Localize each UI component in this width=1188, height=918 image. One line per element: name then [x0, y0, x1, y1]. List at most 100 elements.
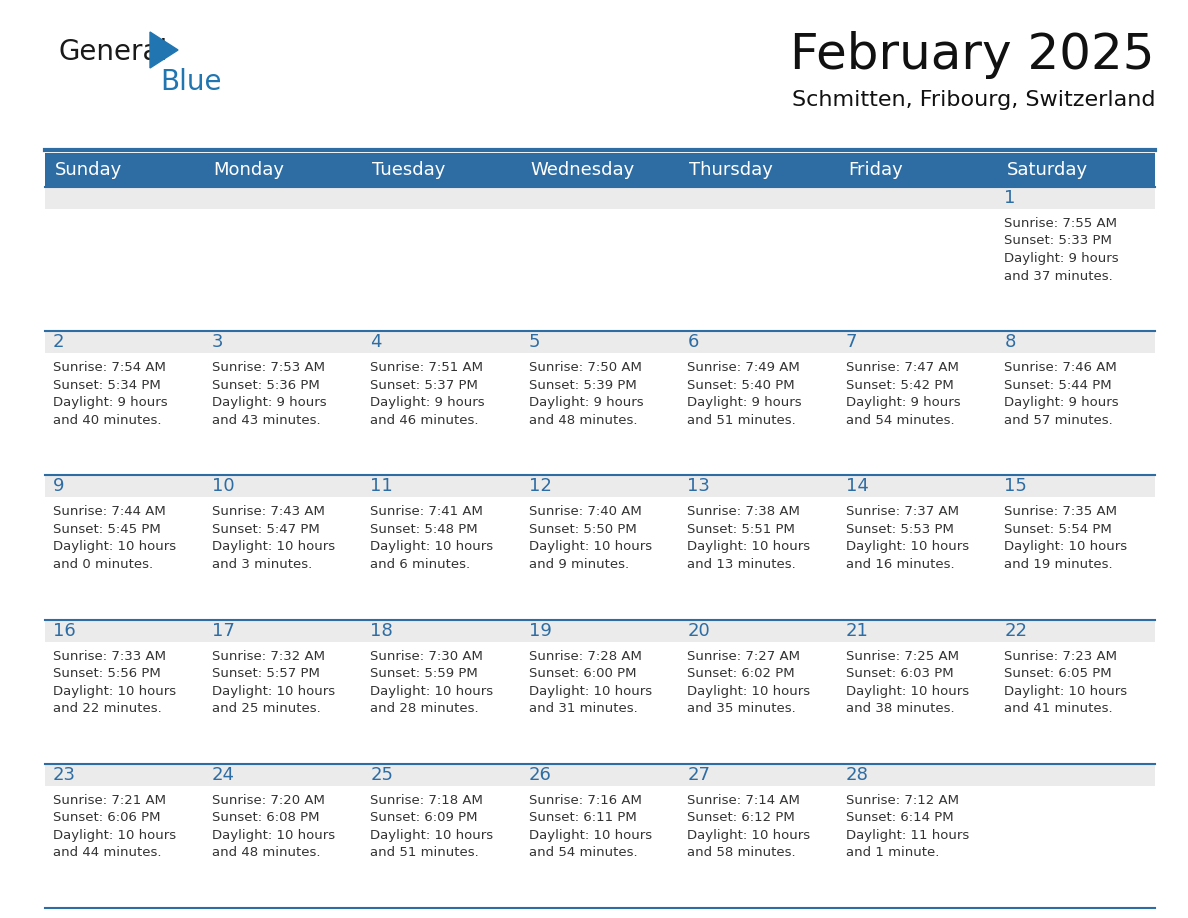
- Bar: [838, 620, 997, 642]
- Bar: [203, 353, 362, 476]
- Text: Sunrise: 7:20 AM
Sunset: 6:08 PM
Daylight: 10 hours
and 48 minutes.: Sunrise: 7:20 AM Sunset: 6:08 PM Dayligh…: [211, 794, 335, 859]
- Text: Sunrise: 7:51 AM
Sunset: 5:37 PM
Daylight: 9 hours
and 46 minutes.: Sunrise: 7:51 AM Sunset: 5:37 PM Dayligh…: [371, 361, 485, 427]
- Text: Sunrise: 7:49 AM
Sunset: 5:40 PM
Daylight: 9 hours
and 51 minutes.: Sunrise: 7:49 AM Sunset: 5:40 PM Dayligh…: [688, 361, 802, 427]
- Bar: [203, 187, 362, 209]
- Text: Sunrise: 7:55 AM
Sunset: 5:33 PM
Daylight: 9 hours
and 37 minutes.: Sunrise: 7:55 AM Sunset: 5:33 PM Dayligh…: [1004, 217, 1119, 283]
- Bar: [997, 642, 1155, 764]
- Text: Sunrise: 7:33 AM
Sunset: 5:56 PM
Daylight: 10 hours
and 22 minutes.: Sunrise: 7:33 AM Sunset: 5:56 PM Dayligh…: [53, 650, 176, 715]
- Bar: [520, 786, 680, 908]
- Text: 26: 26: [529, 766, 551, 784]
- Bar: [45, 498, 203, 620]
- Bar: [362, 331, 520, 353]
- Bar: [680, 620, 838, 642]
- Text: Sunrise: 7:44 AM
Sunset: 5:45 PM
Daylight: 10 hours
and 0 minutes.: Sunrise: 7:44 AM Sunset: 5:45 PM Dayligh…: [53, 506, 176, 571]
- Text: 6: 6: [688, 333, 699, 352]
- Bar: [680, 642, 838, 764]
- Bar: [838, 209, 997, 331]
- Bar: [520, 331, 680, 353]
- Text: Sunrise: 7:47 AM
Sunset: 5:42 PM
Daylight: 9 hours
and 54 minutes.: Sunrise: 7:47 AM Sunset: 5:42 PM Dayligh…: [846, 361, 960, 427]
- Text: Saturday: Saturday: [1006, 161, 1087, 179]
- Text: Sunrise: 7:40 AM
Sunset: 5:50 PM
Daylight: 10 hours
and 9 minutes.: Sunrise: 7:40 AM Sunset: 5:50 PM Dayligh…: [529, 506, 652, 571]
- Bar: [680, 353, 838, 476]
- Bar: [362, 209, 520, 331]
- Text: 4: 4: [371, 333, 381, 352]
- Bar: [203, 209, 362, 331]
- Text: Friday: Friday: [848, 161, 903, 179]
- Text: 11: 11: [371, 477, 393, 496]
- Polygon shape: [150, 32, 178, 68]
- Text: Sunrise: 7:23 AM
Sunset: 6:05 PM
Daylight: 10 hours
and 41 minutes.: Sunrise: 7:23 AM Sunset: 6:05 PM Dayligh…: [1004, 650, 1127, 715]
- Bar: [45, 331, 203, 353]
- Text: 13: 13: [688, 477, 710, 496]
- Bar: [838, 786, 997, 908]
- Text: 17: 17: [211, 621, 234, 640]
- Text: Wednesday: Wednesday: [531, 161, 634, 179]
- Text: 7: 7: [846, 333, 858, 352]
- Text: Sunrise: 7:50 AM
Sunset: 5:39 PM
Daylight: 9 hours
and 48 minutes.: Sunrise: 7:50 AM Sunset: 5:39 PM Dayligh…: [529, 361, 644, 427]
- Bar: [680, 498, 838, 620]
- Bar: [362, 187, 520, 209]
- Text: 12: 12: [529, 477, 551, 496]
- Bar: [997, 331, 1155, 353]
- Text: 2: 2: [53, 333, 64, 352]
- Bar: [997, 498, 1155, 620]
- Bar: [45, 620, 203, 642]
- Bar: [362, 786, 520, 908]
- Text: 10: 10: [211, 477, 234, 496]
- Bar: [203, 642, 362, 764]
- Text: 9: 9: [53, 477, 64, 496]
- Bar: [45, 764, 203, 786]
- Bar: [45, 642, 203, 764]
- Bar: [680, 331, 838, 353]
- Text: Schmitten, Fribourg, Switzerland: Schmitten, Fribourg, Switzerland: [791, 90, 1155, 110]
- Bar: [838, 498, 997, 620]
- Text: 19: 19: [529, 621, 551, 640]
- Bar: [520, 498, 680, 620]
- Text: 1: 1: [1004, 189, 1016, 207]
- Text: Sunrise: 7:43 AM
Sunset: 5:47 PM
Daylight: 10 hours
and 3 minutes.: Sunrise: 7:43 AM Sunset: 5:47 PM Dayligh…: [211, 506, 335, 571]
- Text: 25: 25: [371, 766, 393, 784]
- Text: Sunrise: 7:21 AM
Sunset: 6:06 PM
Daylight: 10 hours
and 44 minutes.: Sunrise: 7:21 AM Sunset: 6:06 PM Dayligh…: [53, 794, 176, 859]
- Bar: [997, 764, 1155, 786]
- Text: Sunrise: 7:37 AM
Sunset: 5:53 PM
Daylight: 10 hours
and 16 minutes.: Sunrise: 7:37 AM Sunset: 5:53 PM Dayligh…: [846, 506, 969, 571]
- Bar: [997, 209, 1155, 331]
- Text: 8: 8: [1004, 333, 1016, 352]
- Text: Blue: Blue: [160, 68, 221, 96]
- Bar: [997, 353, 1155, 476]
- Bar: [520, 187, 680, 209]
- Text: 27: 27: [688, 766, 710, 784]
- Text: Sunday: Sunday: [55, 161, 122, 179]
- Text: Sunrise: 7:53 AM
Sunset: 5:36 PM
Daylight: 9 hours
and 43 minutes.: Sunrise: 7:53 AM Sunset: 5:36 PM Dayligh…: [211, 361, 327, 427]
- Text: Thursday: Thursday: [689, 161, 773, 179]
- Bar: [203, 476, 362, 498]
- Bar: [997, 786, 1155, 908]
- Bar: [203, 498, 362, 620]
- Text: Sunrise: 7:12 AM
Sunset: 6:14 PM
Daylight: 11 hours
and 1 minute.: Sunrise: 7:12 AM Sunset: 6:14 PM Dayligh…: [846, 794, 969, 859]
- Text: Sunrise: 7:30 AM
Sunset: 5:59 PM
Daylight: 10 hours
and 28 minutes.: Sunrise: 7:30 AM Sunset: 5:59 PM Dayligh…: [371, 650, 493, 715]
- Text: Sunrise: 7:38 AM
Sunset: 5:51 PM
Daylight: 10 hours
and 13 minutes.: Sunrise: 7:38 AM Sunset: 5:51 PM Dayligh…: [688, 506, 810, 571]
- Bar: [203, 331, 362, 353]
- Bar: [45, 187, 203, 209]
- Bar: [362, 353, 520, 476]
- Bar: [838, 642, 997, 764]
- Text: Tuesday: Tuesday: [372, 161, 446, 179]
- Text: 14: 14: [846, 477, 868, 496]
- Bar: [680, 476, 838, 498]
- Text: 18: 18: [371, 621, 393, 640]
- Bar: [362, 642, 520, 764]
- Bar: [203, 764, 362, 786]
- Text: Sunrise: 7:32 AM
Sunset: 5:57 PM
Daylight: 10 hours
and 25 minutes.: Sunrise: 7:32 AM Sunset: 5:57 PM Dayligh…: [211, 650, 335, 715]
- Bar: [45, 476, 203, 498]
- Text: 23: 23: [53, 766, 76, 784]
- Text: 15: 15: [1004, 477, 1028, 496]
- Bar: [520, 764, 680, 786]
- Text: 20: 20: [688, 621, 710, 640]
- Text: Sunrise: 7:25 AM
Sunset: 6:03 PM
Daylight: 10 hours
and 38 minutes.: Sunrise: 7:25 AM Sunset: 6:03 PM Dayligh…: [846, 650, 969, 715]
- Text: February 2025: February 2025: [790, 31, 1155, 79]
- Bar: [680, 209, 838, 331]
- Bar: [362, 498, 520, 620]
- Text: 16: 16: [53, 621, 76, 640]
- Bar: [520, 620, 680, 642]
- Bar: [520, 353, 680, 476]
- Bar: [362, 764, 520, 786]
